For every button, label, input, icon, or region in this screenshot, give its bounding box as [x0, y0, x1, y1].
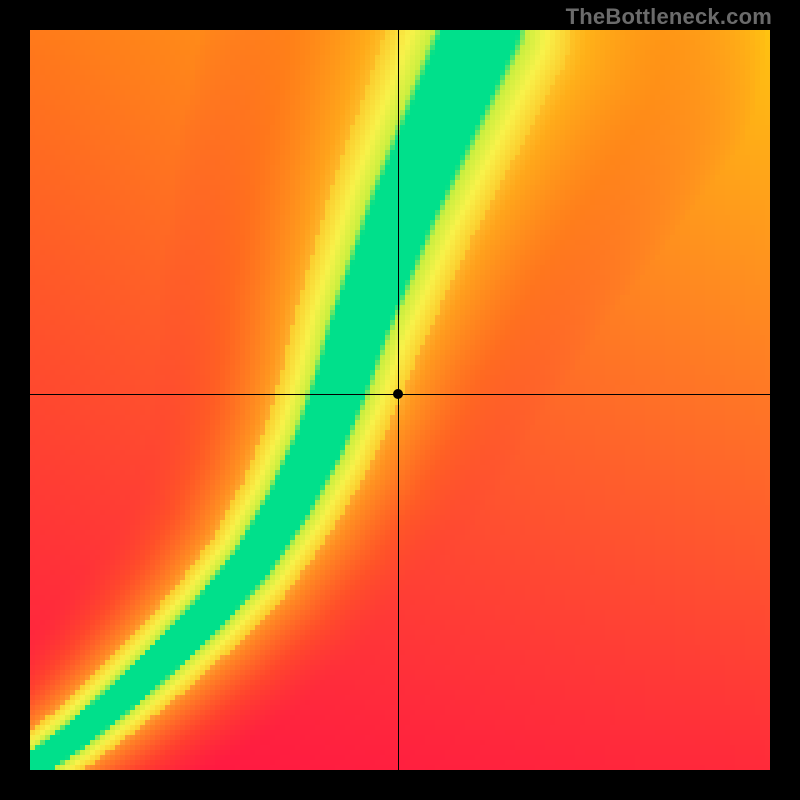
watermark-text: TheBottleneck.com: [566, 4, 772, 30]
chart-frame: TheBottleneck.com: [0, 0, 800, 800]
plot-area: [30, 30, 770, 770]
heatmap-canvas: [30, 30, 770, 770]
marker-dot: [393, 389, 403, 399]
crosshair-vertical: [398, 30, 399, 770]
